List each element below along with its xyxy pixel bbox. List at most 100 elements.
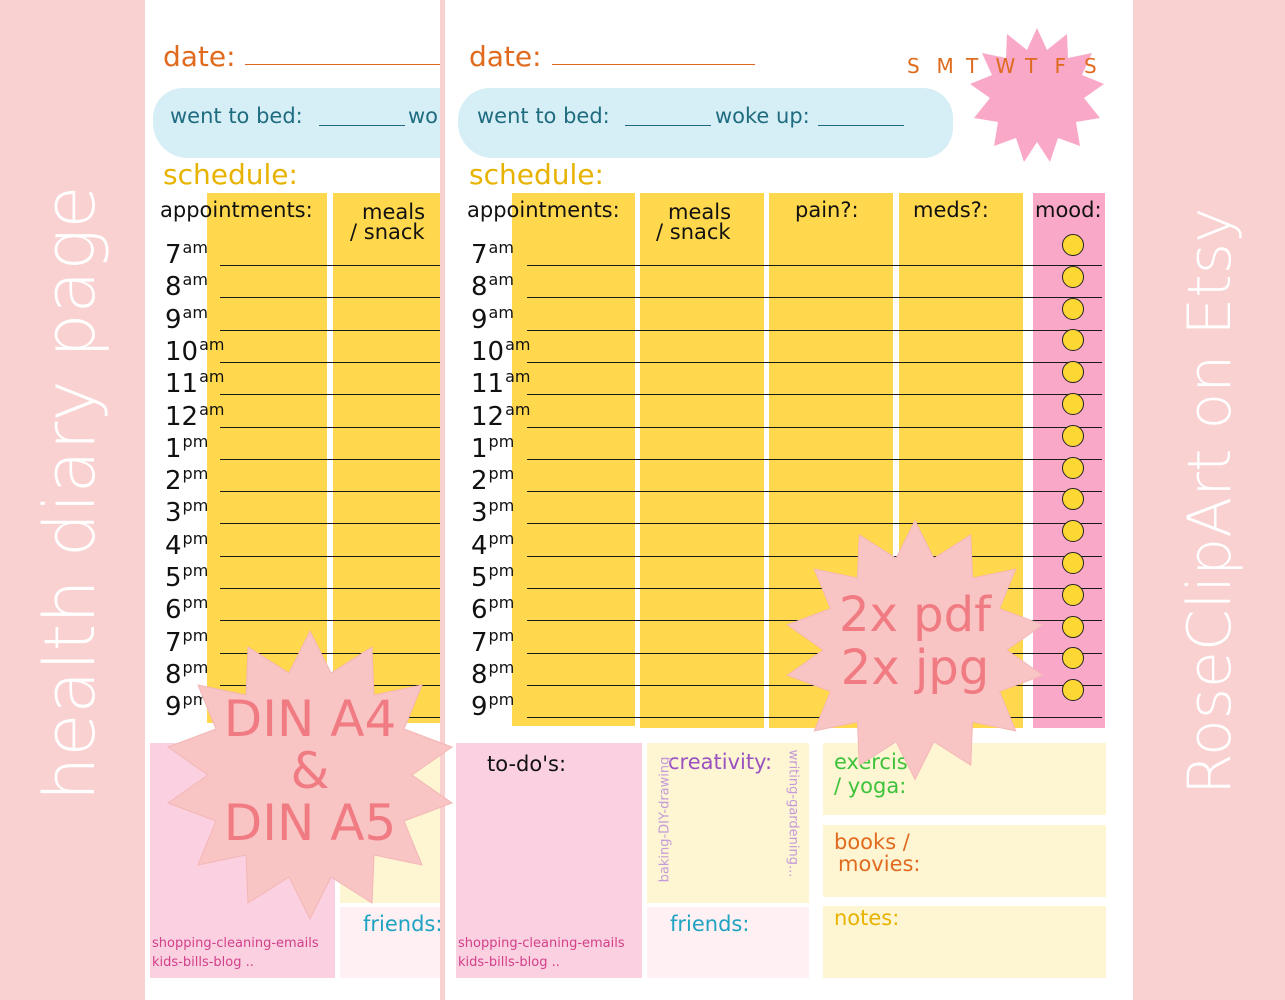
appointments-header: appointments: — [467, 198, 620, 222]
files-line-2: 2x jpg — [840, 640, 990, 696]
meals-header-2: / snack — [656, 220, 731, 244]
hour-line[interactable] — [527, 491, 1102, 493]
weekday-5[interactable]: F — [1054, 54, 1067, 78]
mood-circle[interactable] — [1062, 615, 1084, 638]
mood-circle[interactable] — [1062, 583, 1084, 606]
weekday-4[interactable]: T — [1025, 54, 1038, 78]
hour-line[interactable] — [220, 523, 440, 525]
todo-label: to-do's: — [487, 752, 567, 776]
weekday-2[interactable]: T — [966, 54, 979, 78]
mood-circle[interactable] — [1062, 647, 1084, 670]
hour-line[interactable] — [527, 297, 1102, 299]
hour-line[interactable] — [527, 555, 1102, 557]
meds-header: meds?: — [913, 198, 989, 222]
hour-line[interactable] — [527, 361, 1102, 363]
formats-line-1: DIN A4 — [223, 690, 397, 748]
woke-up-line[interactable] — [818, 125, 904, 126]
hour-label-2pm: 2pm — [471, 464, 515, 497]
hour-label-10am: 10am — [165, 334, 225, 367]
hour-label-11am: 11am — [471, 367, 531, 400]
mood-circle[interactable] — [1062, 329, 1084, 352]
mood-circle[interactable] — [1062, 393, 1084, 415]
hour-line[interactable] — [220, 588, 440, 589]
books-box[interactable] — [823, 825, 1106, 897]
hour-line[interactable] — [220, 491, 440, 493]
hour-line[interactable] — [220, 555, 440, 557]
creativity-hint-left: baking-DIY-drawing — [657, 756, 673, 883]
hour-line[interactable] — [220, 361, 440, 363]
hour-line[interactable] — [527, 458, 1102, 460]
mood-circle[interactable] — [1062, 679, 1084, 702]
hour-label-9pm: 9pm — [471, 690, 515, 723]
hour-line[interactable] — [527, 652, 1102, 654]
hour-line[interactable] — [220, 297, 440, 299]
mood-circle[interactable] — [1062, 424, 1084, 447]
friends-box[interactable] — [647, 907, 809, 978]
hour-label-12am: 12am — [471, 399, 531, 432]
hour-label-4pm: 4pm — [471, 528, 515, 561]
mood-header: mood: — [1035, 198, 1102, 222]
todo-hint-2: kids-bills-blog .. — [152, 955, 254, 970]
date-label: date: — [163, 40, 236, 73]
mood-circle[interactable] — [1062, 297, 1084, 320]
todo-hint-2: kids-bills-blog .. — [458, 955, 560, 970]
todo-hint-1: shopping-cleaning-emails — [152, 936, 319, 951]
went-to-bed-line[interactable] — [319, 125, 405, 126]
hour-line[interactable] — [527, 329, 1102, 331]
meals-header-2: / snack — [350, 220, 425, 244]
appointments-column — [207, 193, 327, 723]
weekday-starburst — [970, 28, 1104, 162]
hour-label-1pm: 1pm — [165, 431, 209, 464]
weekday-1[interactable]: M — [936, 54, 954, 78]
went-to-bed-line[interactable] — [625, 125, 711, 126]
hour-label-8am: 8am — [471, 270, 514, 303]
hour-line[interactable] — [527, 588, 1102, 589]
todo-box[interactable] — [456, 743, 642, 978]
meals-header-1: meals — [362, 200, 426, 224]
hour-label-5pm: 5pm — [471, 561, 515, 593]
formats-line-3: DIN A5 — [223, 794, 397, 852]
sleep-cloud — [153, 88, 440, 158]
mood-circle[interactable] — [1062, 488, 1084, 511]
weekday-3[interactable]: W — [995, 54, 1016, 78]
date-line[interactable] — [552, 64, 755, 65]
mood-circle[interactable] — [1062, 361, 1084, 384]
mood-circle[interactable] — [1062, 456, 1084, 479]
hour-line[interactable] — [220, 652, 440, 654]
mood-circle[interactable] — [1062, 552, 1084, 574]
friends-box[interactable] — [340, 907, 440, 978]
sidebar-title-left: health diary page — [29, 185, 111, 801]
hour-line[interactable] — [220, 265, 440, 266]
mood-circle[interactable] — [1062, 234, 1084, 256]
hour-line[interactable] — [220, 620, 440, 622]
creativity-label: creativity: — [668, 750, 773, 774]
mood-circle[interactable] — [1062, 265, 1084, 288]
went-to-bed-label: went to bed: — [170, 104, 303, 128]
hour-label-2pm: 2pm — [165, 464, 209, 497]
hour-label-9am: 9am — [471, 302, 514, 335]
weekday-0[interactable]: S — [907, 54, 920, 78]
hour-line[interactable] — [527, 426, 1102, 428]
hour-line[interactable] — [527, 523, 1102, 525]
notes-box[interactable] — [823, 906, 1106, 978]
hour-line[interactable] — [220, 394, 440, 396]
hour-line[interactable] — [220, 329, 440, 331]
hour-label-3pm: 3pm — [165, 496, 209, 529]
went-to-bed-label: went to bed: — [477, 104, 610, 128]
meals-column — [333, 193, 440, 723]
sidebar-title-right: RoseClipArt on Etsy — [1175, 207, 1245, 795]
hour-label-7pm: 7pm — [471, 625, 515, 658]
weekday-6[interactable]: S — [1084, 54, 1097, 78]
hour-line[interactable] — [527, 265, 1102, 266]
books-label-2: movies: — [838, 852, 921, 876]
hour-label-11am: 11am — [165, 367, 225, 400]
creativity-box[interactable] — [647, 743, 809, 903]
hour-line[interactable] — [527, 717, 1102, 719]
mood-circle[interactable] — [1062, 520, 1084, 543]
date-line[interactable] — [245, 64, 440, 65]
hour-line[interactable] — [220, 458, 440, 460]
hour-line[interactable] — [220, 426, 440, 428]
hour-line[interactable] — [527, 394, 1102, 396]
exercise-label-2: / yoga: — [834, 774, 907, 798]
hour-label-8am: 8am — [165, 270, 208, 303]
